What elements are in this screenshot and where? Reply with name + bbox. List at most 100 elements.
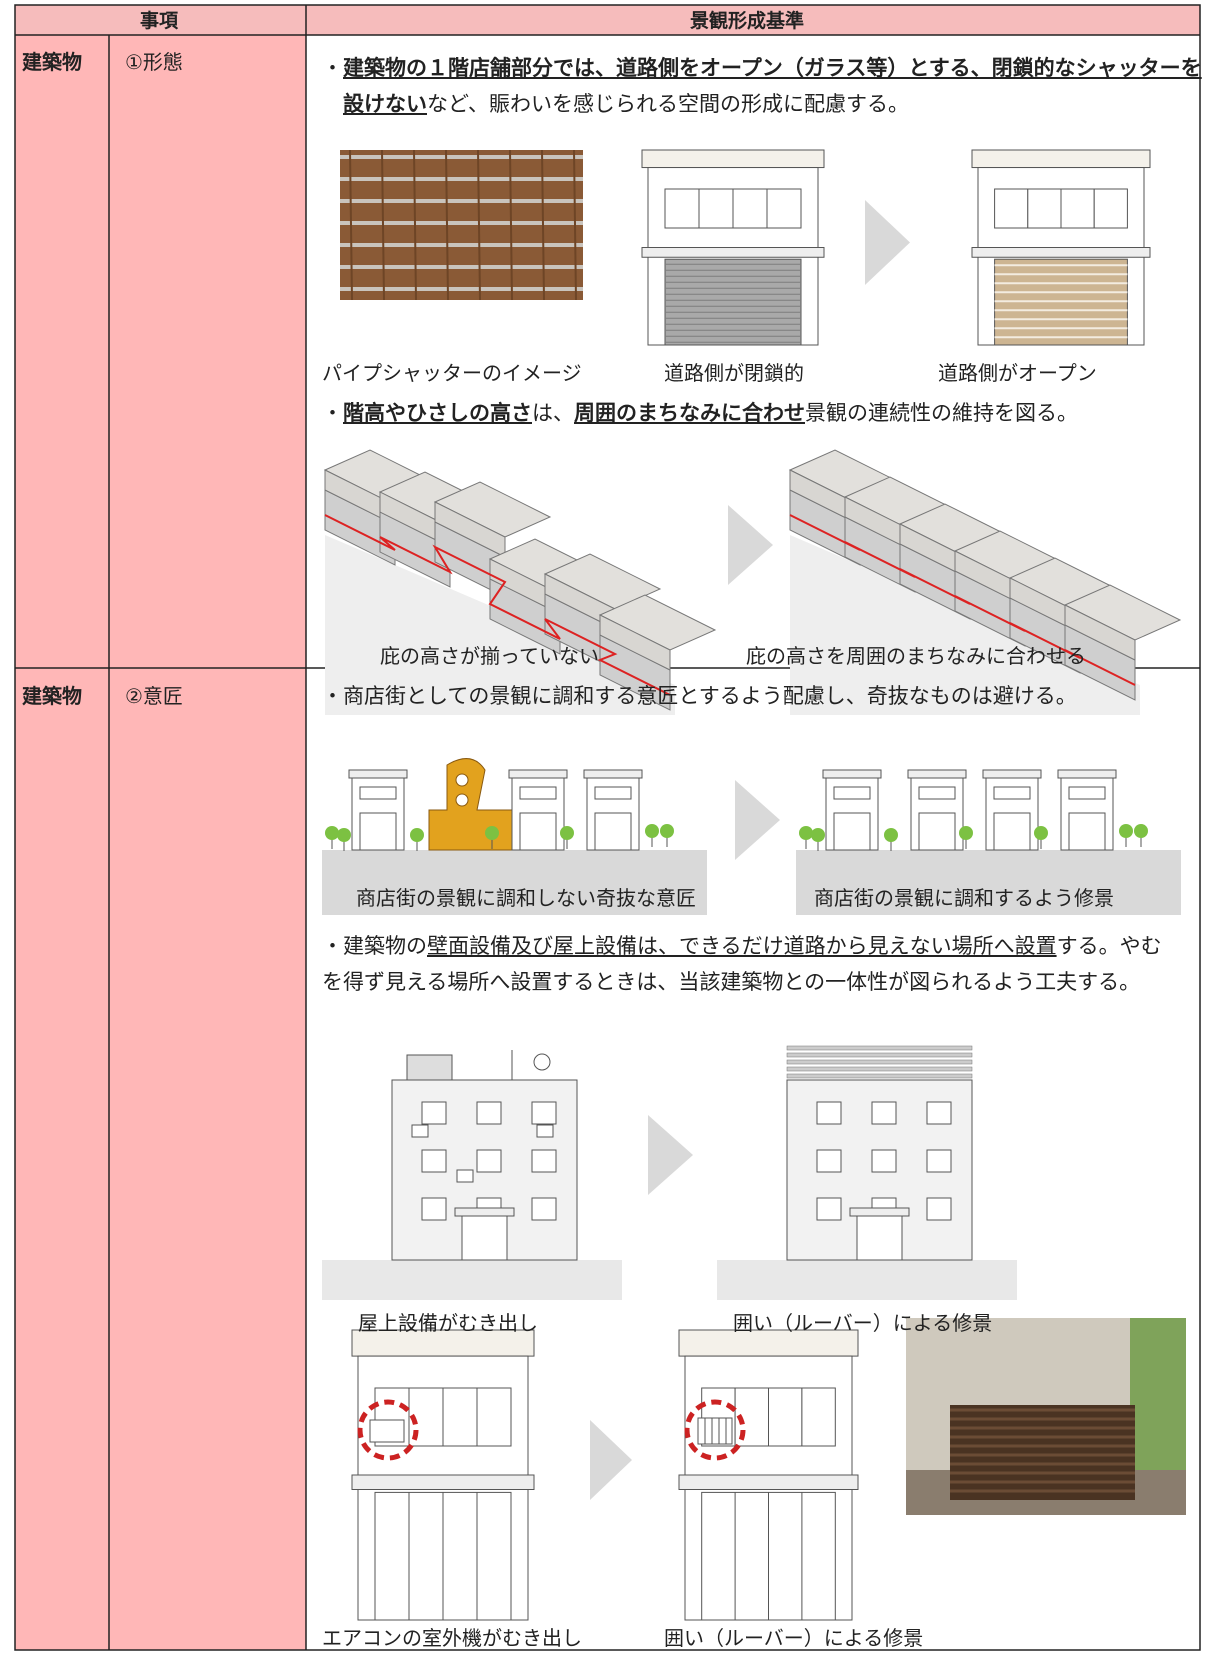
photo-joint	[445, 149, 449, 301]
tree	[884, 828, 898, 842]
photo-joint	[541, 149, 545, 301]
awning	[971, 247, 1151, 258]
bullet-text: など、賑わいを感じられる空間の形成に配慮する。	[427, 92, 909, 116]
window	[926, 1101, 952, 1125]
highlight-circle	[357, 1399, 419, 1461]
row-category: 建築物	[22, 684, 82, 708]
window	[993, 786, 1031, 800]
photo-joint	[413, 149, 417, 301]
arrow	[735, 780, 780, 860]
caption: パイプシャッターのイメージ	[322, 361, 582, 385]
photo-pipe	[340, 155, 583, 159]
window	[926, 1149, 952, 1173]
photo-joint	[509, 149, 513, 301]
window	[476, 1387, 512, 1447]
bullet-text: ・	[322, 56, 343, 80]
bullet-text: は、	[532, 401, 574, 425]
roof	[678, 1329, 859, 1357]
ac-unit	[369, 1419, 405, 1443]
window	[816, 1149, 842, 1173]
bullet: ・階高やひさしの高さは、周囲のまちなみに合わせ景観の連続性の維持を図る。	[322, 395, 1203, 431]
tree	[1119, 824, 1133, 838]
caption: 商店街の景観に調和しない奇抜な意匠	[356, 886, 696, 910]
roof	[351, 1329, 535, 1357]
dish	[533, 1053, 551, 1071]
roof	[508, 769, 568, 779]
bullet-text: 階高やひさしの高さ	[343, 401, 532, 425]
window	[1060, 188, 1095, 229]
bullet-text: する。やむを得ず見える場所へ設置するときは、当該建築物との一体性が図られるよう工…	[322, 934, 1162, 994]
arrow	[728, 505, 773, 585]
tree	[485, 826, 499, 840]
ground	[322, 1260, 622, 1300]
photo-joint	[381, 149, 385, 301]
caption: 道路側が閉鎖的	[664, 361, 804, 385]
photo-joint	[349, 149, 353, 301]
window	[519, 786, 557, 800]
window	[1093, 188, 1128, 229]
window	[359, 786, 397, 800]
window	[732, 188, 768, 229]
tree	[560, 826, 574, 840]
caption: 道路側がオープン	[938, 361, 1097, 385]
window	[594, 786, 632, 800]
door	[993, 812, 1031, 851]
roof	[1057, 769, 1117, 779]
photo-pipe	[340, 199, 583, 203]
caption: 屋上設備がむき出し	[358, 1311, 538, 1335]
arrow	[865, 200, 910, 285]
tree	[1134, 824, 1148, 838]
row-item: ①形態	[125, 50, 183, 74]
photo-pipe	[340, 243, 583, 247]
window	[871, 1149, 897, 1173]
door	[519, 812, 557, 851]
ac-unit	[411, 1124, 429, 1138]
window	[476, 1149, 502, 1173]
bullet: ・商店街としての景観に調和する意匠とするよう配慮し、奇抜なものは避ける。	[322, 678, 1202, 714]
tree	[337, 828, 351, 842]
louver	[786, 1066, 973, 1072]
photo-joint	[477, 149, 481, 301]
window	[833, 786, 871, 800]
roof	[971, 149, 1151, 169]
tree	[660, 824, 674, 838]
eave-line	[789, 514, 1136, 686]
louver	[786, 1059, 973, 1065]
window	[871, 1101, 897, 1125]
ac-unit	[456, 1169, 474, 1183]
window	[994, 188, 1029, 229]
caption: 庇の高さが揃っていない	[380, 644, 599, 668]
window	[926, 1197, 952, 1221]
table-border	[14, 4, 1201, 1651]
ground	[322, 850, 707, 915]
photo-joint	[573, 149, 577, 301]
row-item: ②意匠	[125, 684, 183, 708]
caption: 商店街の景観に調和するよう修景	[814, 886, 1114, 910]
door	[918, 812, 956, 851]
roof	[641, 149, 825, 169]
ac-unit	[536, 1124, 554, 1138]
roof	[907, 769, 967, 779]
highlight-circle	[684, 1399, 746, 1461]
odd-building	[428, 758, 513, 851]
tree	[811, 828, 825, 842]
window	[531, 1197, 557, 1221]
bullet-text: 建築物の１階店舗部分では、道路側をオープン（ガラス等）とする、閉鎖的なシャッター…	[343, 56, 1202, 116]
window	[766, 188, 802, 229]
block-face	[1064, 604, 1136, 661]
header-bg	[15, 5, 1200, 35]
window	[918, 786, 956, 800]
slope	[790, 535, 1140, 715]
photo-pipe	[340, 287, 583, 291]
louver-box	[950, 1405, 1135, 1500]
bullet-text: 壁面設備及び屋上設備は、できるだけ道路から見えない場所へ設置	[427, 934, 1057, 958]
eave-line	[324, 514, 671, 696]
arrow	[590, 1420, 632, 1500]
photo-pipe	[340, 265, 583, 269]
roof	[348, 769, 408, 779]
window	[1068, 786, 1106, 800]
tree	[1034, 826, 1048, 840]
louver	[786, 1045, 973, 1051]
window	[421, 1101, 447, 1125]
ground	[796, 850, 1181, 915]
